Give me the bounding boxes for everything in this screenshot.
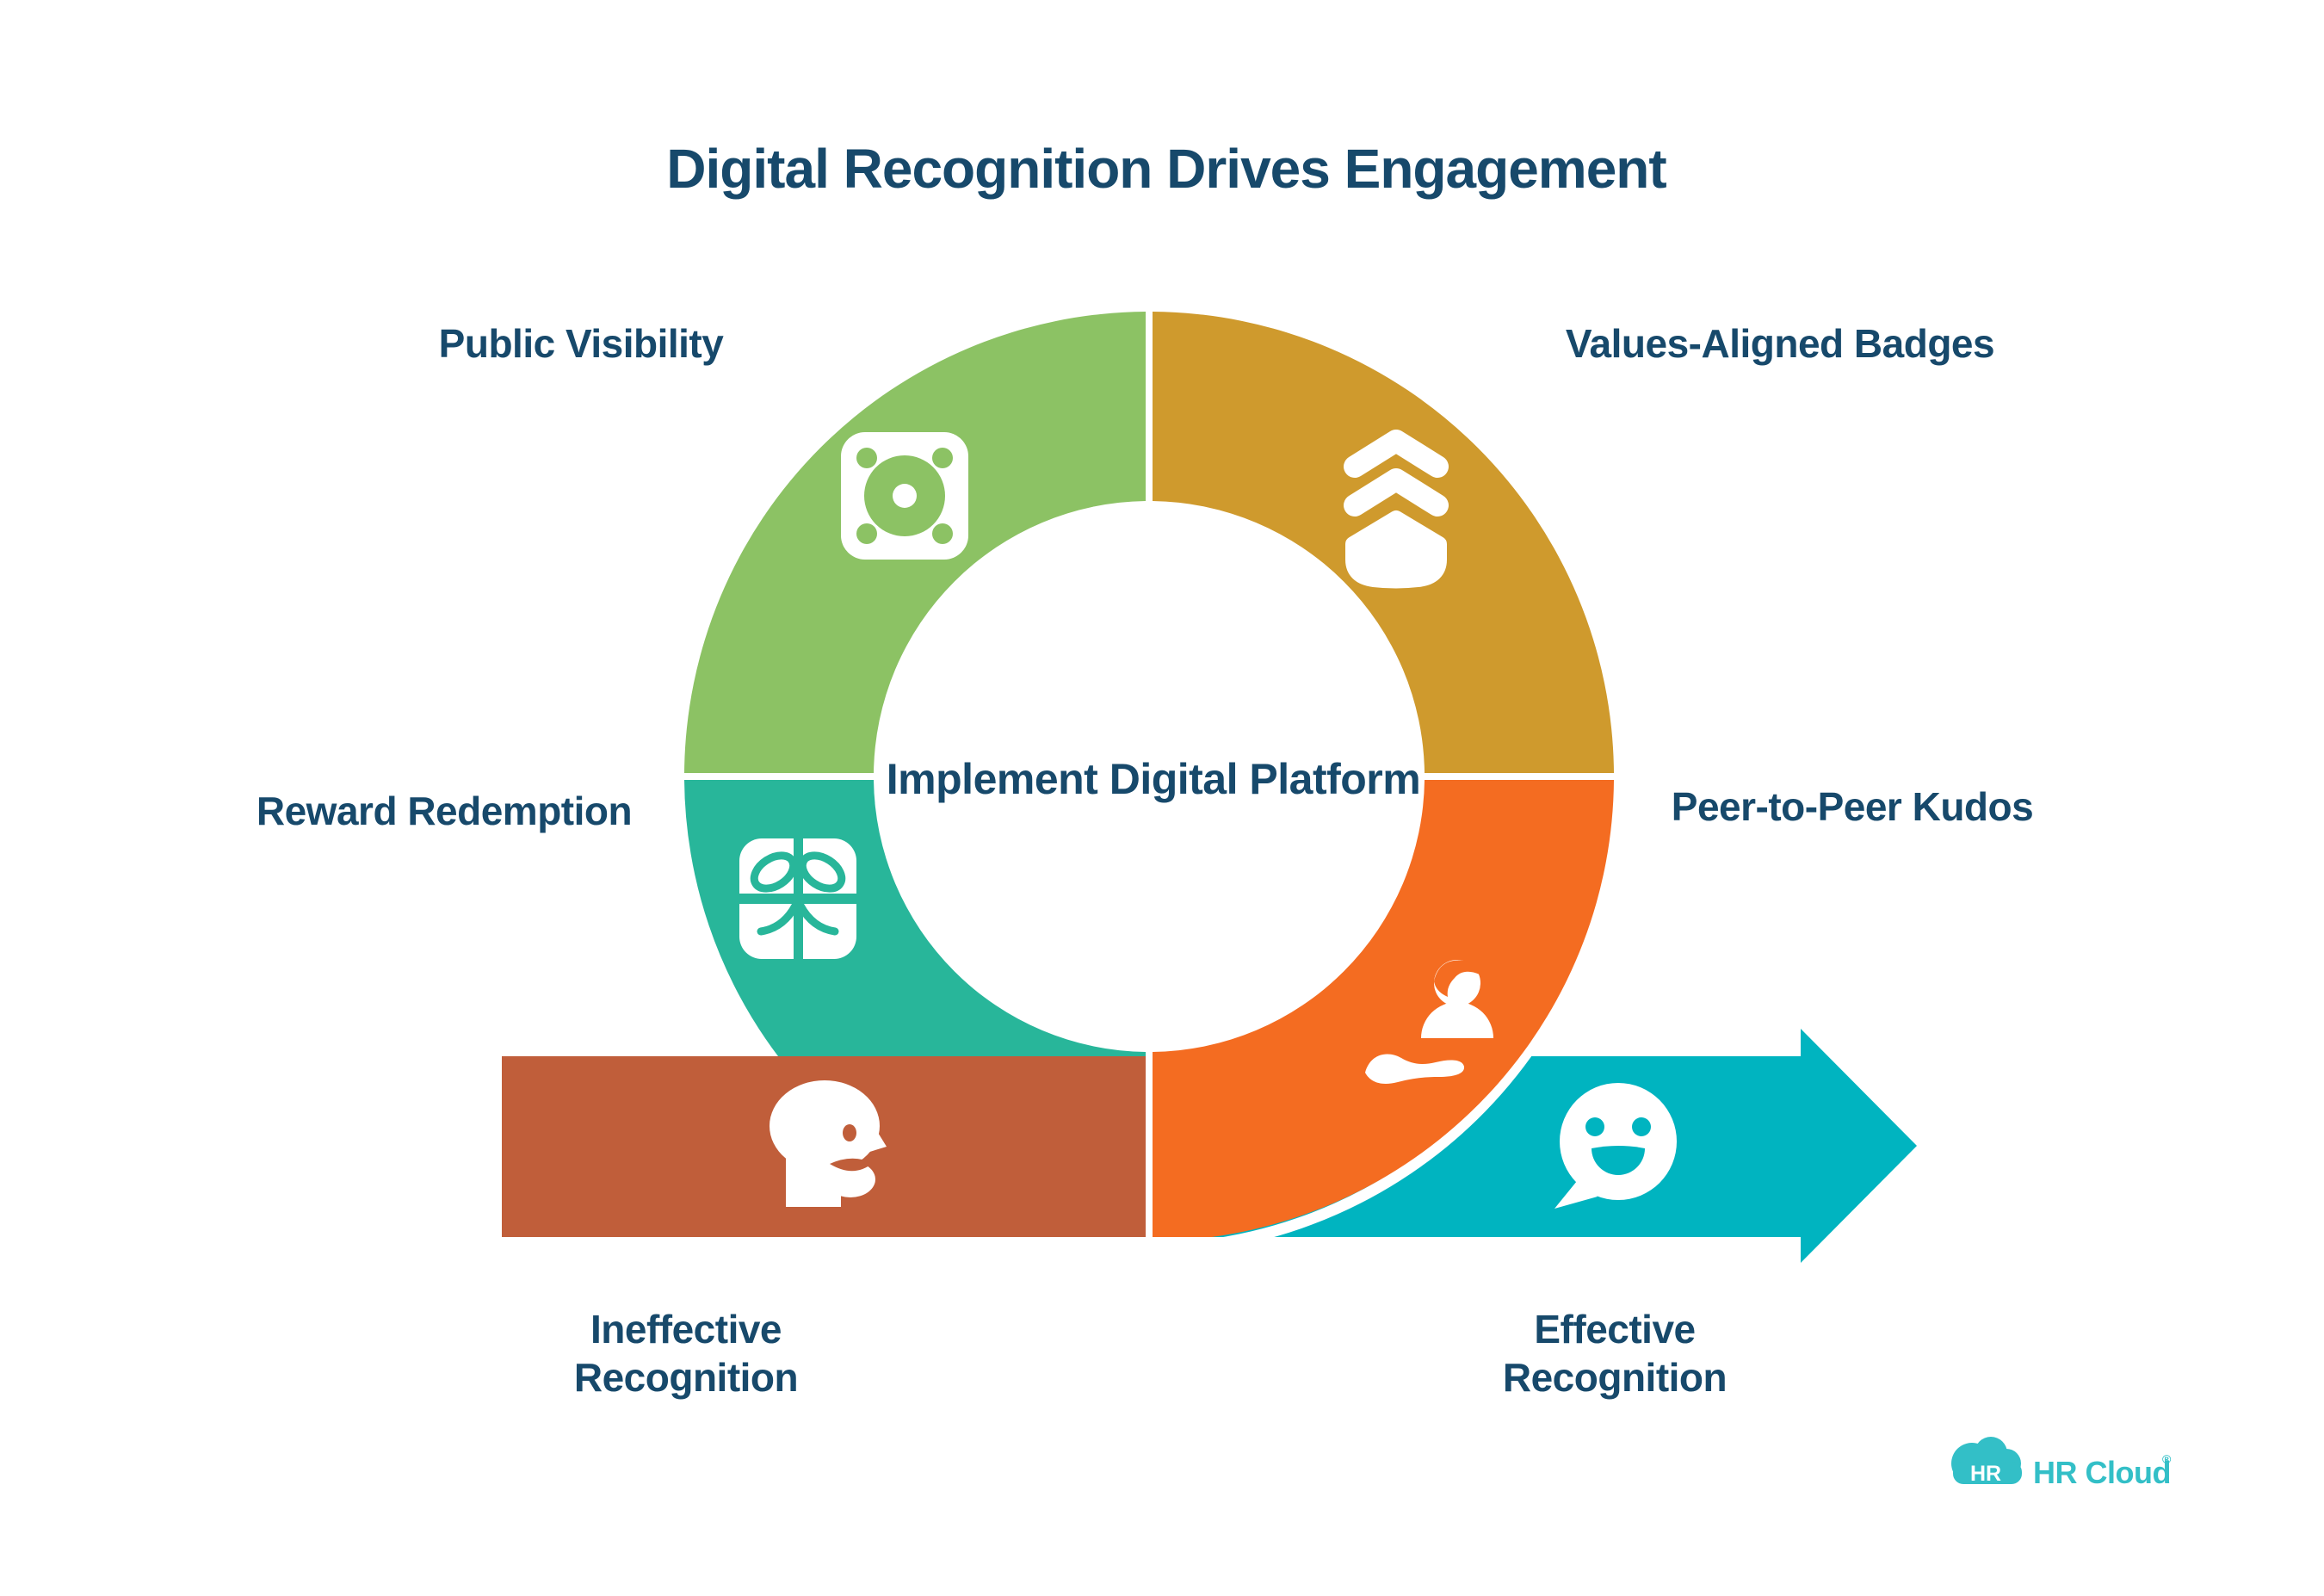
logo-brand-text: HR Cloud [2033, 1455, 2171, 1490]
happy-chat-bubble-icon [1554, 1083, 1677, 1209]
ring-quadrant-peer-to-peer-kudos [1153, 780, 1614, 1237]
webcam-icon [841, 432, 968, 560]
ring-arrow-separator-arc [1196, 1021, 1551, 1253]
sad-profile-icon [770, 1080, 887, 1207]
effective-line2: Recognition [1503, 1355, 1727, 1400]
cloud-icon [1951, 1437, 2022, 1484]
hr-cloud-logo: HR HR Cloud ® [1951, 1437, 2172, 1490]
page-title: Digital Recognition Drives Engagement [666, 138, 1666, 200]
label-reward-redemption: Reward Redemption [257, 789, 632, 833]
label-ineffective-recognition: Ineffective Recognition [574, 1307, 799, 1400]
label-peer-to-peer-kudos: Peer-to-Peer Kudos [1672, 784, 2033, 829]
label-values-aligned-badges: Values-Aligned Badges [1566, 321, 1994, 366]
giving-person-icon [1365, 960, 1493, 1084]
gift-icon [739, 838, 856, 959]
label-effective-recognition: Effective Recognition [1503, 1307, 1728, 1400]
effective-line1: Effective [1534, 1307, 1695, 1352]
rank-chevrons-icon [1344, 430, 1449, 589]
label-public-visibility: Public Visibility [439, 321, 725, 366]
ineffective-line2: Recognition [574, 1355, 798, 1400]
ineffective-line1: Ineffective [590, 1307, 782, 1352]
logo-trademark: ® [2162, 1452, 2172, 1466]
center-label: Implement Digital Platform [887, 755, 1420, 803]
logo-badge-text: HR [1970, 1462, 2001, 1486]
